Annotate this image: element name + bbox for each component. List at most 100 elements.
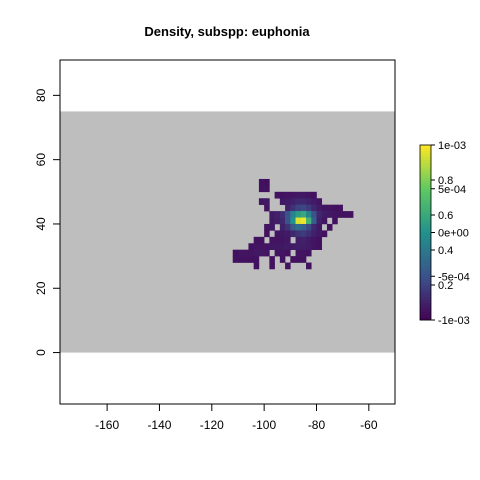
colorbar-segment (420, 145, 431, 149)
heatmap-cell (264, 249, 270, 257)
heatmap-cell (285, 191, 291, 199)
heatmap-cell (274, 249, 281, 257)
colorbar-segment (420, 197, 431, 201)
heatmap-cell (269, 217, 275, 225)
heatmap-cell (269, 262, 275, 270)
colorbar-segment (420, 217, 431, 222)
heatmap-cell (279, 256, 286, 263)
heatmap-cell (279, 243, 286, 250)
heatmap-cell (269, 236, 275, 244)
colorbar-segment (420, 261, 431, 265)
colorbar-segment (420, 191, 431, 195)
colorbar-segment (420, 276, 431, 280)
heatmap-cell (285, 204, 291, 212)
colorbar-segment (420, 229, 431, 233)
heatmap-cell (285, 217, 291, 225)
colorbar-segment (420, 232, 431, 236)
heatmap-cell (332, 217, 338, 225)
colorbar-segment (420, 264, 431, 268)
y-axis: 0 20 40 60 80 (34, 88, 61, 356)
x-axis: -160 -140 -120 -100 -80 -60 (95, 403, 378, 432)
colorbar-segment (420, 165, 431, 169)
colorbar-segment (420, 206, 431, 210)
colorbar-segment (420, 180, 431, 184)
heatmap-cell (248, 243, 254, 250)
heatmap-cell (342, 211, 349, 218)
colorbar-segment (420, 150, 431, 155)
heatmap-cell (279, 217, 286, 225)
heatmap-cell (300, 230, 307, 238)
heatmap-cell (295, 249, 302, 257)
heatmap-cell (300, 236, 307, 244)
colorbar-label: 0.4 (438, 245, 453, 257)
colorbar-segment (420, 159, 431, 163)
heatmap-cell (321, 204, 328, 212)
heatmap-cell (285, 243, 291, 250)
heatmap-cell (311, 204, 317, 212)
heatmap-cell (279, 198, 286, 205)
heatmap-cell (290, 256, 296, 263)
colorbar-segment (420, 247, 431, 251)
colorbar-segment (420, 279, 431, 283)
colorbar-segment (420, 299, 431, 303)
colorbar-segment (420, 220, 431, 225)
heatmap-cell (253, 256, 260, 263)
colorbar-segment (420, 200, 431, 204)
heatmap-cell (290, 243, 296, 250)
heatmap-cell (279, 191, 286, 199)
heatmap-cell (332, 204, 338, 212)
colorbar-segment (420, 209, 431, 213)
colorbar-segment (420, 241, 431, 245)
colorbar-label: -5e-04 (438, 271, 470, 283)
heatmap-cell (306, 204, 312, 212)
heatmap-cell (306, 217, 312, 225)
heatmap-cell (269, 256, 275, 263)
heatmap-cell (279, 249, 286, 257)
colorbar-label: 0e+00 (438, 228, 469, 240)
heatmap-cell (316, 198, 323, 205)
colorbar-segment (420, 290, 431, 295)
heatmap-cell (300, 243, 307, 250)
x-tick-label: -100 (252, 418, 276, 432)
heatmap-cell (264, 204, 270, 212)
heatmap-cell (290, 230, 296, 238)
colorbar-segment (420, 162, 431, 166)
heatmap-cell (300, 204, 307, 212)
heatmap-cell (326, 204, 333, 212)
heatmap-cell (269, 243, 275, 250)
colorbar-segment (420, 302, 431, 306)
heatmap-cell (264, 223, 270, 231)
heatmap-cell (306, 243, 312, 250)
colorbar-segment (420, 174, 431, 178)
x-tick-label: -120 (200, 418, 224, 432)
heatmap-cell (253, 249, 260, 257)
colorbar-segment (420, 282, 431, 286)
heatmap-cell (264, 198, 270, 205)
heatmap-cell (258, 249, 265, 257)
heatmap-cell (243, 256, 249, 263)
heatmap-cell (295, 198, 302, 205)
x-tick-label: -140 (147, 418, 171, 432)
heatmap-cell (337, 211, 343, 218)
y-tick-label: 80 (34, 88, 48, 102)
heatmap-cell (306, 236, 312, 244)
colorbar-label: 5e-04 (438, 184, 466, 196)
heatmap-cell (279, 236, 286, 244)
heatmap-cell (290, 217, 296, 225)
heatmap-cell (285, 249, 291, 257)
heatmap-cell (316, 204, 323, 212)
plot-area (59, 59, 396, 405)
colorbar-segment (420, 223, 431, 228)
heatmap-cell (295, 204, 302, 212)
colorbar-segment (420, 273, 431, 277)
colorbar-segment (420, 317, 431, 321)
heatmap-cell (243, 249, 249, 257)
heatmap-cell (285, 230, 291, 238)
heatmap-cell (274, 243, 281, 250)
colorbar-label: 0.2 (438, 280, 453, 292)
heatmap-cell (300, 191, 307, 199)
heatmap-cell (300, 249, 307, 257)
heatmap-cell (290, 223, 296, 231)
colorbar-segment (420, 156, 431, 160)
heatmap-cell (258, 185, 265, 193)
